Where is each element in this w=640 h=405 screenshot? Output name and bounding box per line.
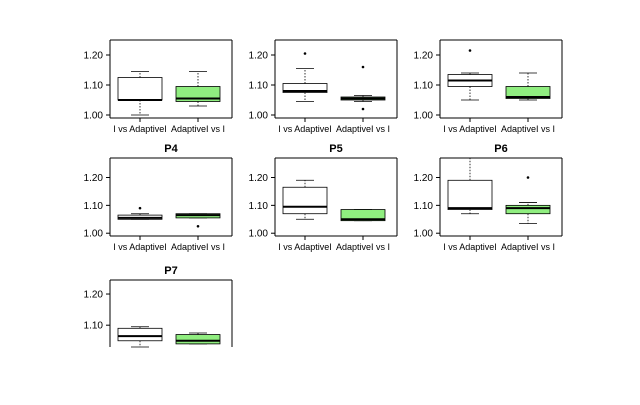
x-category-label: AdaptiveI vs I (171, 124, 225, 134)
y-tick-label: 1.20 (414, 51, 434, 62)
y-tick-label: 1.00 (414, 229, 434, 240)
y-tick-label: 1.10 (249, 81, 269, 92)
box-adaptivei-vs-i (175, 332, 221, 345)
outlier-point (303, 52, 307, 55)
y-tick-label: 1.10 (84, 321, 104, 332)
y-tick-label: 1.00 (84, 229, 104, 240)
box-iqr (282, 83, 328, 93)
y-tick-label: 1.20 (84, 173, 104, 184)
boxplot-panel: 1.00 1.10 1.20 I vs AdaptiveI AdaptiveI vs I (84, 39, 233, 134)
box-i-vs-adaptivei (282, 179, 328, 220)
x-category-label: I vs AdaptiveI (113, 242, 167, 252)
x-category-label: I vs AdaptiveI (443, 242, 497, 252)
y-tick-label: 1.20 (414, 173, 434, 184)
x-category-label: I vs AdaptiveI (443, 124, 497, 134)
y-tick-label: 1.10 (84, 201, 104, 212)
x-category-label: I vs AdaptiveI (113, 124, 167, 134)
box-i-vs-adaptivei (117, 206, 163, 220)
box-iqr (340, 209, 386, 222)
boxplot-panel: P7 1.10 1.20 (84, 265, 233, 348)
boxplot-panel: P5 1.00 1.10 1.20 I vs AdaptiveI AdaptiveI vs… (249, 143, 398, 252)
boxplot-panel: P4 1.00 1.10 1.20 I vs AdaptiveI AdaptiveI vs… (84, 143, 233, 252)
box-iqr (505, 204, 551, 215)
panel-title: P4 (164, 143, 178, 155)
box-iqr (175, 334, 221, 345)
box-adaptivei-vs-i (175, 213, 221, 228)
y-tick-label: 1.20 (249, 173, 269, 184)
panel-title: P6 (494, 143, 507, 155)
box-adaptivei-vs-i (175, 71, 221, 107)
box-adaptivei-vs-i (340, 209, 386, 222)
x-category-label: I vs AdaptiveI (278, 124, 332, 134)
box-adaptivei-vs-i (505, 176, 551, 224)
outlier-point (138, 206, 142, 210)
box-iqr (117, 77, 163, 101)
y-tick-label: 1.20 (84, 51, 104, 62)
outlier-point (196, 224, 200, 228)
box-i-vs-adaptivei (117, 71, 163, 116)
x-category-label: AdaptiveI vs I (501, 242, 555, 252)
x-category-label: AdaptiveI vs I (336, 242, 390, 252)
box-adaptivei-vs-i (505, 72, 551, 101)
outlier-point (468, 49, 472, 52)
box-i-vs-adaptivei (117, 326, 163, 348)
box-iqr (505, 86, 551, 99)
y-tick-label: 1.00 (84, 111, 104, 122)
y-tick-label: 1.00 (249, 229, 269, 240)
box-i-vs-adaptivei (447, 157, 493, 215)
outlier-point (361, 107, 365, 111)
y-tick-label: 1.20 (249, 51, 269, 62)
x-category-label: AdaptiveI vs I (336, 124, 390, 134)
y-tick-label: 1.00 (414, 111, 434, 122)
outlier-point (526, 176, 530, 179)
box-iqr (117, 327, 163, 342)
y-tick-label: 1.10 (414, 201, 434, 212)
box-i-vs-adaptivei (282, 52, 328, 102)
y-tick-label: 1.00 (249, 111, 269, 122)
boxplot-panel: 1.00 1.10 1.20 I vs AdaptiveI AdaptiveI vs I (414, 39, 563, 134)
box-iqr (282, 186, 328, 215)
x-category-label: I vs AdaptiveI (278, 242, 332, 252)
box-i-vs-adaptivei (447, 49, 493, 101)
outlier-point (361, 65, 365, 69)
x-category-label: AdaptiveI vs I (501, 124, 555, 134)
boxplot-panel: P6 1.00 1.10 1.20 I vs AdaptiveI AdaptiveI vs… (414, 143, 563, 252)
y-tick-label: 1.10 (84, 81, 104, 92)
y-tick-label: 1.10 (414, 81, 434, 92)
boxplot-panel: 1.00 1.10 1.20 I vs AdaptiveI AdaptiveI vs I (249, 39, 398, 134)
panel-title: P5 (329, 143, 342, 155)
y-tick-label: 1.20 (84, 290, 104, 301)
y-tick-label: 1.10 (249, 201, 269, 212)
panel-title: P7 (164, 265, 177, 277)
box-adaptivei-vs-i (340, 65, 386, 111)
box-iqr (447, 179, 493, 210)
x-category-label: AdaptiveI vs I (171, 242, 225, 252)
